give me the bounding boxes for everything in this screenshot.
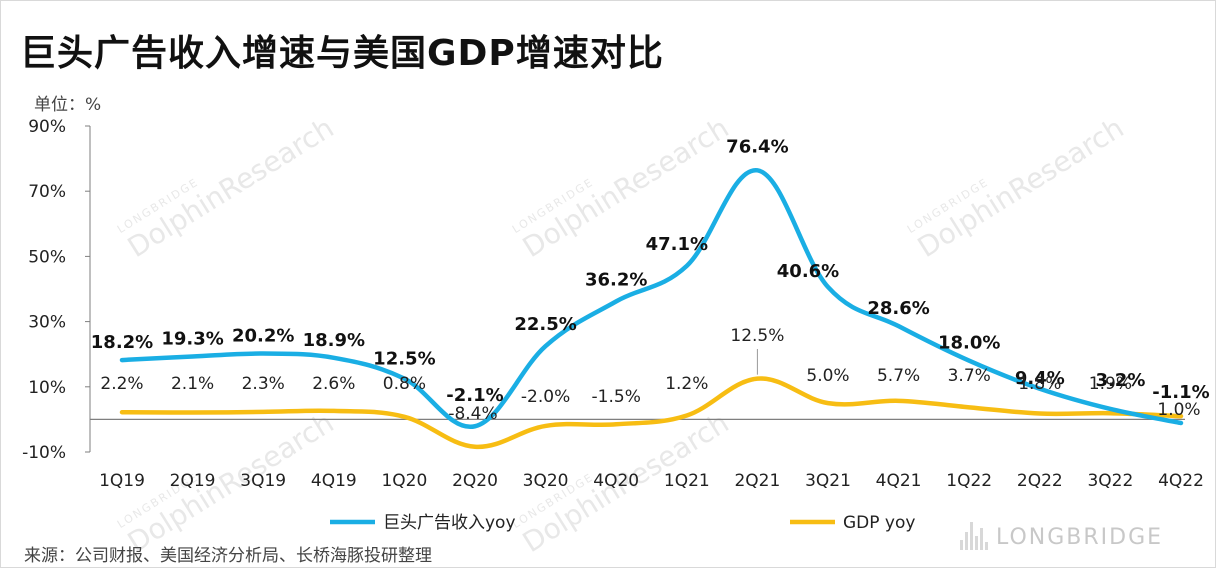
x-tick-label: 2Q20 (452, 471, 498, 491)
data-label-gdp: 1.0% (1157, 400, 1200, 420)
data-label-gdp: -2.0% (521, 387, 570, 407)
brand-bars-icon (960, 522, 988, 550)
data-label-ad-revenue: 22.5% (514, 314, 576, 335)
x-tick-label: 3Q21 (805, 471, 851, 491)
y-tick-label: 90% (28, 117, 66, 137)
data-label-ad-revenue: -2.1% (446, 385, 503, 406)
series-line-ad-revenue (119, 168, 1184, 429)
x-tick-label: 2Q21 (734, 471, 780, 491)
data-label-ad-revenue: -1.1% (1152, 382, 1209, 403)
data-label-ad-revenue: 40.6% (777, 261, 839, 282)
legend-label-gdp: GDP yoy (843, 513, 915, 533)
x-tick-label: 1Q19 (99, 471, 145, 491)
unit-label: 单位：% (34, 95, 102, 115)
series-line-gdp (119, 376, 1184, 450)
y-tick-label: 70% (28, 182, 66, 202)
data-label-gdp: 12.5% (730, 326, 784, 346)
data-label-gdp: 5.0% (806, 366, 849, 386)
data-label-gdp: 2.2% (100, 374, 143, 394)
legend-label-ad-revenue: 巨头广告收入yoy (383, 513, 516, 533)
x-tick-label: 3Q19 (240, 471, 286, 491)
x-tick-label: 1Q22 (946, 471, 992, 491)
data-label-ad-revenue: 9.4% (1015, 368, 1065, 389)
x-tick-label: 4Q20 (593, 471, 639, 491)
data-label-gdp: -8.4% (448, 404, 497, 424)
data-label-gdp: 2.6% (312, 374, 355, 394)
x-tick-label: 1Q21 (664, 471, 710, 491)
x-tick-label: 2Q22 (1017, 471, 1063, 491)
data-label-ad-revenue: 18.2% (91, 332, 153, 353)
x-tick-label: 2Q19 (170, 471, 216, 491)
chart-title: 巨头广告收入增速与美国GDP增速对比 (20, 33, 664, 74)
legend: 巨头广告收入yoy GDP yoy (330, 513, 915, 533)
data-label-ad-revenue: 19.3% (161, 328, 223, 349)
data-label-gdp: 0.8% (383, 374, 426, 394)
data-label-ad-revenue: 47.1% (646, 234, 708, 255)
axes: -10% 10% 30% 50% 70% 90% 1Q19 2Q19 3Q19 4Q19 1Q20 2… (22, 117, 1204, 491)
data-label-gdp: 2.1% (171, 374, 214, 394)
data-label-ad-revenue: 3.2% (1095, 370, 1145, 391)
brand-logo: LONGBRIDGE (960, 522, 1163, 550)
brand-text: LONGBRIDGE (996, 525, 1164, 550)
x-tick-label: 3Q20 (523, 471, 569, 491)
x-tick-label: 4Q19 (311, 471, 357, 491)
data-label-gdp: 3.7% (948, 366, 991, 386)
data-label-gdp: 2.3% (242, 374, 285, 394)
data-label-gdp: -1.5% (592, 387, 641, 407)
data-label-gdp: 1.2% (665, 374, 708, 394)
y-tick-label: 50% (28, 247, 66, 267)
y-tick-label: 30% (28, 313, 66, 333)
x-tick-label: 1Q20 (381, 471, 427, 491)
data-label-gdp: 1.8% (1018, 374, 1061, 394)
data-label-ad-revenue: 18.0% (938, 333, 1000, 354)
x-tick-label: 4Q21 (876, 471, 922, 491)
data-label-ad-revenue: 12.5% (373, 349, 435, 370)
data-label-gdp: 5.7% (877, 366, 920, 386)
data-label-ad-revenue: 28.6% (867, 298, 929, 319)
data-label-ad-revenue: 20.2% (232, 326, 294, 347)
x-tick-label: 3Q22 (1087, 471, 1133, 491)
y-tick-label: 10% (28, 378, 66, 398)
data-label-ad-revenue: 76.4% (726, 136, 788, 157)
series-lines (119, 168, 1184, 450)
data-label-ad-revenue: 18.9% (303, 330, 365, 351)
x-tick-label: 4Q22 (1158, 471, 1204, 491)
source-note: 来源：公司财报、美国经济分析局、长桥海豚投研整理 (24, 546, 432, 566)
data-labels: 18.2% 19.3% 20.2% 18.9% 12.5% -2.1% 22.5% 36.2%… (91, 136, 1210, 424)
data-label-gdp: 1.9% (1089, 374, 1132, 394)
y-tick-label: -10% (22, 443, 66, 463)
data-label-ad-revenue: 36.2% (585, 269, 647, 290)
